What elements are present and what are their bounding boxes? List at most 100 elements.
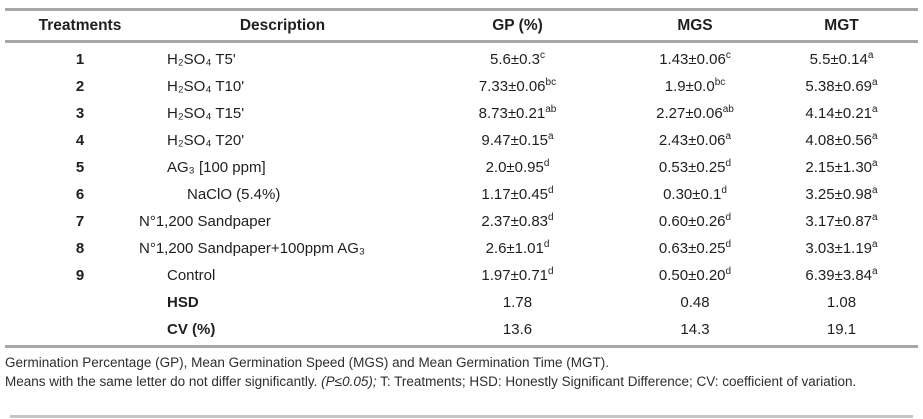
table-row: CV (%) 13.6 14.3 19.1 bbox=[0, 316, 923, 343]
significance-letter: d bbox=[725, 158, 732, 169]
gp-value-cell: 8.73±0.21ab bbox=[478, 104, 557, 123]
mgt-value-cell: 6.39±3.84a bbox=[805, 266, 878, 285]
description-cell: CV (%) bbox=[167, 321, 216, 338]
treatment-number-cell: 3 bbox=[75, 105, 85, 122]
significance-letter: d bbox=[548, 212, 554, 223]
treatment-number-cell: 4 bbox=[75, 132, 85, 149]
significance-letter: a bbox=[872, 77, 878, 88]
column-header-mgt: MGT bbox=[824, 16, 859, 34]
column-header-treatments: Treatments bbox=[38, 16, 122, 34]
mgt-value-cell: 3.03±1.19a bbox=[805, 239, 878, 258]
table-row: 2 H₂SO₄ T10' 7.33±0.06bc 1.9±0.0bc 5.38±0.69… bbox=[0, 73, 923, 100]
column-header-description: Description bbox=[239, 16, 326, 34]
significance-letter: a bbox=[548, 131, 554, 142]
significance-letter: d bbox=[725, 266, 732, 277]
treatment-number-cell: 6 bbox=[75, 186, 85, 203]
significance-letter: d bbox=[725, 212, 732, 223]
mgt-value-cell: 5.5±0.14a bbox=[809, 50, 874, 69]
significance-letter: a bbox=[872, 212, 878, 223]
mgt-value-cell: 4.14±0.21a bbox=[805, 104, 878, 123]
gp-value-cell: 9.47±0.15a bbox=[481, 131, 554, 150]
gp-value-cell: 1.17±0.45d bbox=[481, 185, 554, 204]
mgt-value-cell: 2.15±1.30a bbox=[805, 158, 878, 177]
significance-letter: d bbox=[548, 185, 554, 196]
treatment-number-cell: 9 bbox=[75, 267, 85, 284]
significance-letter: a bbox=[872, 131, 878, 142]
gp-value-cell: 1.97±0.71d bbox=[481, 266, 554, 285]
mgt-value-cell: 5.38±0.69a bbox=[805, 77, 878, 96]
description-cell: N°1,200 Sandpaper+100ppm AG₃ bbox=[139, 240, 366, 257]
footnote-text-segment: T: Treatments; HSD: Honestly Significant… bbox=[376, 373, 857, 389]
treatment-number-cell: 2 bbox=[75, 78, 85, 95]
gp-value-cell: 1.78 bbox=[502, 294, 533, 311]
mgs-value-cell: 2.43±0.06a bbox=[658, 131, 732, 150]
mgt-value-cell: 1.08 bbox=[826, 294, 857, 311]
table-body: 1 H₂SO₄ T5' 5.6±0.3c 1.43±0.06c 5.5±0.14a 2 H₂… bbox=[0, 43, 923, 345]
significance-letter: bc bbox=[714, 77, 726, 88]
footnote-text-segment: Means with the same letter do not differ… bbox=[5, 373, 322, 389]
description-cell: H₂SO₄ T20' bbox=[167, 132, 245, 149]
description-cell: HSD bbox=[167, 294, 199, 311]
gp-value-cell: 2.37±0.83d bbox=[481, 212, 554, 231]
table-row: 6 NaClO (5.4%) 1.17±0.45d 0.30±0.1d 3.25±0.9… bbox=[0, 181, 923, 208]
footnote-abbreviations: Germination Percentage (GP), Mean Germin… bbox=[5, 355, 609, 370]
description-cell: NaClO (5.4%) bbox=[187, 186, 281, 203]
description-cell: H₂SO₄ T10' bbox=[167, 78, 245, 95]
header-divider-rule bbox=[5, 40, 918, 43]
mgt-value-cell: 3.25±0.98a bbox=[805, 185, 878, 204]
footnote-significance: Means with the same letter do not differ… bbox=[5, 373, 918, 392]
significance-letter: bc bbox=[545, 77, 557, 88]
significance-letter: a bbox=[872, 239, 878, 250]
gp-value-cell: 13.6 bbox=[502, 321, 533, 338]
gp-value-cell: 2.0±0.95d bbox=[485, 158, 550, 177]
significance-letter: d bbox=[543, 158, 550, 169]
mgt-value-cell: 4.08±0.56a bbox=[805, 131, 878, 150]
description-cell: N°1,200 Sandpaper bbox=[139, 213, 271, 230]
significance-letter: d bbox=[725, 239, 732, 250]
description-cell: Control bbox=[167, 267, 216, 284]
significance-letter: a bbox=[867, 50, 874, 61]
significance-letter: ab bbox=[722, 104, 734, 115]
mgs-value-cell: 14.3 bbox=[680, 321, 710, 338]
description-cell: H₂SO₄ T5' bbox=[167, 51, 236, 68]
significance-letter: a bbox=[872, 104, 878, 115]
description-cell: AG₃ [100 ppm] bbox=[167, 159, 266, 176]
table-row: 5 AG₃ [100 ppm] 2.0±0.95d 0.53±0.25d 2.15±1.… bbox=[0, 154, 923, 181]
significance-letter: ab bbox=[545, 104, 557, 115]
gp-value-cell: 7.33±0.06bc bbox=[478, 77, 557, 96]
mgt-value-cell: 3.17±0.87a bbox=[805, 212, 878, 231]
mgs-value-cell: 2.27±0.06ab bbox=[656, 104, 734, 123]
table-footnotes: Germination Percentage (GP), Mean Germin… bbox=[0, 348, 923, 391]
table-top-rule bbox=[5, 8, 918, 11]
significance-letter: d bbox=[721, 185, 727, 196]
footer-divider-rule bbox=[5, 345, 918, 348]
page-bottom-rule bbox=[10, 415, 913, 418]
significance-letter: c bbox=[725, 50, 731, 61]
significance-letter: a bbox=[872, 185, 878, 196]
table-row: 8 N°1,200 Sandpaper+100ppm AG₃ 2.6±1.01d 0.… bbox=[0, 235, 923, 262]
treatment-number-cell: 7 bbox=[75, 213, 85, 230]
treatment-number-cell: 1 bbox=[75, 51, 85, 68]
mgs-value-cell: 1.43±0.06c bbox=[659, 50, 731, 69]
significance-letter: d bbox=[543, 239, 550, 250]
table-header-row: Treatments Description GP (%) MGS MGT bbox=[0, 11, 923, 40]
column-header-mgs: MGS bbox=[677, 16, 713, 34]
mgs-value-cell: 0.63±0.25d bbox=[658, 239, 732, 258]
mgs-value-cell: 0.60±0.26d bbox=[658, 212, 732, 231]
mgs-value-cell: 0.53±0.25d bbox=[658, 158, 732, 177]
mgs-value-cell: 1.9±0.0bc bbox=[664, 77, 726, 96]
mgs-value-cell: 0.30±0.1d bbox=[663, 185, 727, 204]
table-row: 4 H₂SO₄ T20' 9.47±0.15a 2.43±0.06a 4.08±0.56… bbox=[0, 127, 923, 154]
significance-letter: d bbox=[548, 266, 554, 277]
significance-letter: a bbox=[872, 266, 878, 277]
column-header-gp: GP (%) bbox=[492, 16, 543, 34]
gp-value-cell: 5.6±0.3c bbox=[490, 50, 545, 69]
treatment-number-cell: 5 bbox=[75, 159, 85, 176]
footnote-pvalue: (P≤0.05); bbox=[321, 373, 377, 389]
significance-letter: c bbox=[539, 50, 545, 61]
table-row: 1 H₂SO₄ T5' 5.6±0.3c 1.43±0.06c 5.5±0.14a bbox=[0, 46, 923, 73]
treatment-number-cell: 8 bbox=[75, 240, 85, 257]
gp-value-cell: 2.6±1.01d bbox=[485, 239, 550, 258]
description-cell: H₂SO₄ T15' bbox=[167, 105, 245, 122]
